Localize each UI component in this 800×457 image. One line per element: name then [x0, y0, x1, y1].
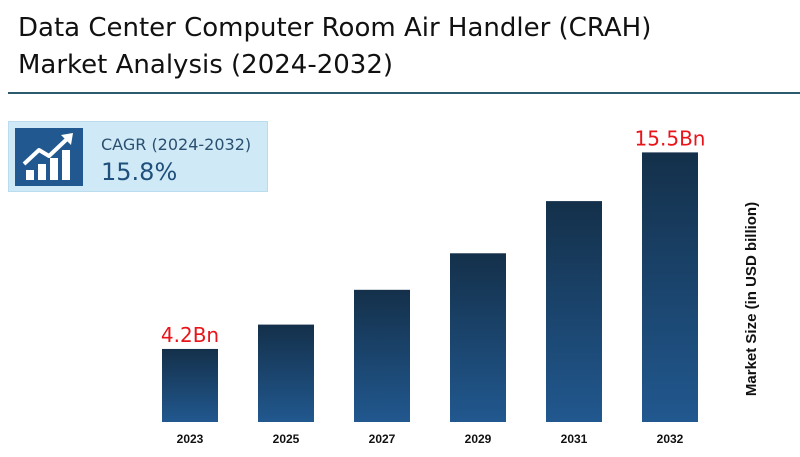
- value-label-2032: 15.5Bn: [635, 126, 706, 150]
- x-axis-ticks: 2023 2025 2027 2029 2031 2032: [177, 432, 684, 446]
- y-axis-label: Market Size (in USD billion): [743, 201, 760, 397]
- value-label-2023: 4.2Bn: [161, 323, 219, 347]
- cagr-panel: CAGR (2024-2032) 15.8%: [8, 121, 268, 192]
- title-line-1: Data Center Computer Room Air Handler (C…: [18, 13, 652, 43]
- cagr-label: CAGR (2024-2032): [101, 135, 252, 154]
- x-tick-2023: 2023: [177, 432, 204, 446]
- bar-2025: [258, 324, 314, 422]
- bar-series: [162, 152, 698, 423]
- chart-title: Data Center Computer Room Air Handler (C…: [18, 10, 718, 84]
- x-tick-2029: 2029: [465, 432, 492, 446]
- bar-2031: [546, 201, 602, 422]
- title-line-2: Market Analysis (2024-2032): [18, 50, 394, 80]
- bar-2027: [354, 289, 410, 422]
- x-tick-2031: 2031: [561, 432, 588, 446]
- bar-2023: [162, 348, 218, 422]
- x-tick-2032: 2032: [657, 432, 684, 446]
- bar-2032: [642, 152, 698, 423]
- bar-annotations: 4.2Bn 15.5Bn: [161, 126, 706, 347]
- title-divider: [8, 92, 800, 94]
- bar-2029: [450, 253, 506, 422]
- x-tick-2027: 2027: [369, 432, 396, 446]
- cagr-value: 15.8%: [101, 158, 178, 186]
- x-tick-2025: 2025: [273, 432, 300, 446]
- growth-chart-icon: [15, 128, 83, 186]
